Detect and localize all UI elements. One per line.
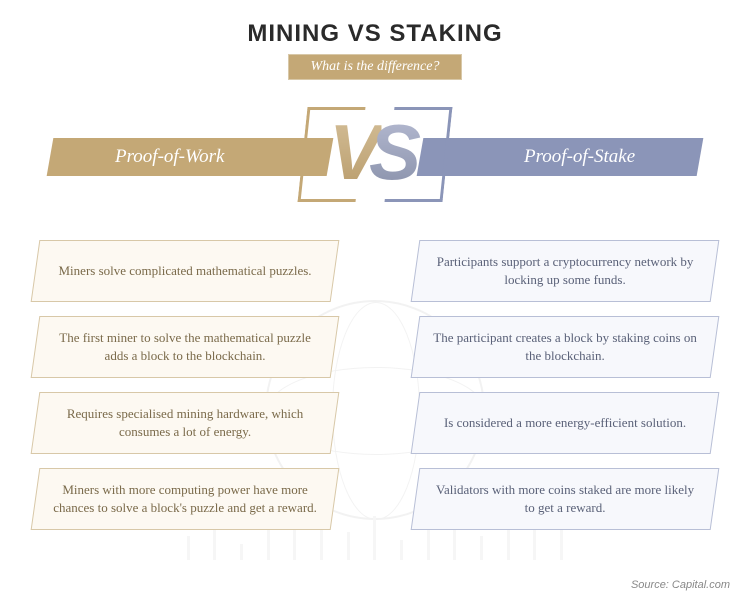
card-text: Is considered a more energy-efficient so… (432, 414, 698, 432)
subtitle-wrap: What is the difference? (30, 54, 720, 80)
right-card: Is considered a more energy-efficient so… (411, 392, 720, 454)
card-text: Miners solve complicated mathematical pu… (52, 262, 318, 280)
infographic-container: MINING VS STAKING What is the difference… (0, 0, 750, 601)
card-text: Miners with more computing power have mo… (52, 481, 318, 516)
source-attribution: Source: Capital.com (631, 579, 730, 591)
left-column-header: Proof-of-Work (47, 138, 334, 176)
card-text: Participants support a cryptocurrency ne… (432, 253, 698, 288)
comparison-columns: Miners solve complicated mathematical pu… (30, 240, 720, 530)
left-column-label: Proof-of-Work (115, 146, 224, 168)
vs-text: VS (329, 107, 421, 198)
left-card: Miners solve complicated mathematical pu… (31, 240, 340, 302)
main-title: MINING VS STAKING (30, 20, 720, 48)
card-text: Requires specialised mining hardware, wh… (52, 405, 318, 440)
right-card: Validators with more coins staked are mo… (411, 468, 720, 530)
vs-section: Proof-of-Work Proof-of-Stake VS (30, 92, 720, 222)
right-column-header: Proof-of-Stake (417, 138, 704, 176)
card-text: Validators with more coins staked are mo… (432, 481, 698, 516)
right-card: The participant creates a block by staki… (411, 316, 720, 378)
left-card: Miners with more computing power have mo… (31, 468, 340, 530)
subtitle: What is the difference? (288, 54, 463, 80)
vs-badge: VS (303, 92, 448, 222)
right-card: Participants support a cryptocurrency ne… (411, 240, 720, 302)
left-card: Requires specialised mining hardware, wh… (31, 392, 340, 454)
left-card: The first miner to solve the mathematica… (31, 316, 340, 378)
right-column: Participants support a cryptocurrency ne… (415, 240, 715, 530)
card-text: The participant creates a block by staki… (432, 329, 698, 364)
left-column: Miners solve complicated mathematical pu… (35, 240, 335, 530)
right-column-label: Proof-of-Stake (524, 146, 635, 168)
vs-letter-s: S (369, 108, 421, 196)
card-text: The first miner to solve the mathematica… (52, 329, 318, 364)
